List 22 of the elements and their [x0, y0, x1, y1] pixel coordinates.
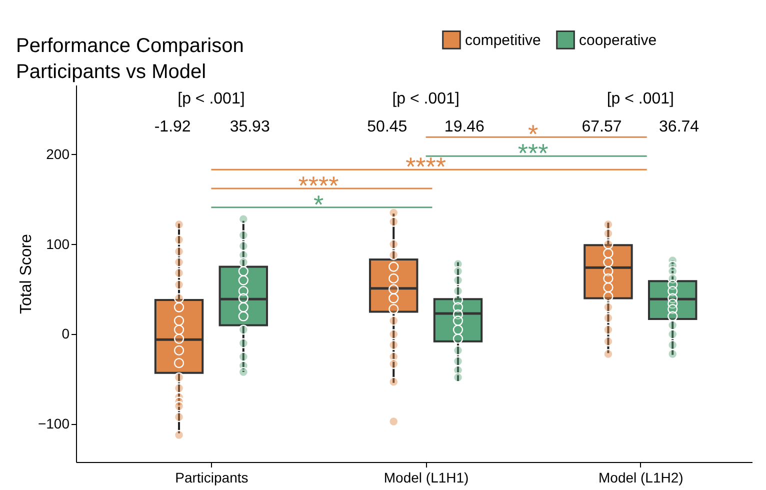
- x-tick-label: Model (L1H2): [598, 470, 684, 486]
- x-tick-label: Participants: [175, 470, 248, 486]
- y-tick-label: 0: [62, 326, 70, 342]
- annotation: ****: [406, 152, 446, 182]
- chart-title: Performance Comparison: [16, 35, 244, 57]
- annotation: 50.45: [367, 118, 408, 136]
- chart-subtitle: Participants vs Model: [16, 61, 206, 83]
- annotation: [p < .001]: [606, 90, 674, 108]
- y-tick-label: 100: [46, 236, 70, 252]
- legend-label: cooperative: [579, 32, 657, 49]
- legend-label: competitive: [465, 32, 541, 49]
- annotation: -1.92: [154, 118, 191, 136]
- annotation: [p < .001]: [178, 90, 245, 108]
- y-tick-label: 200: [46, 146, 70, 162]
- y-tick-label: −100: [38, 416, 70, 432]
- annotation: 67.57: [582, 118, 622, 136]
- annotation: [p < .001]: [392, 90, 460, 108]
- annotation: 36.74: [659, 118, 700, 136]
- y-axis-title: Total Score: [18, 234, 35, 314]
- x-tick-label: Model (L1H1): [384, 470, 469, 486]
- annotation: 19.46: [444, 118, 485, 136]
- annotation: 35.93: [230, 118, 270, 136]
